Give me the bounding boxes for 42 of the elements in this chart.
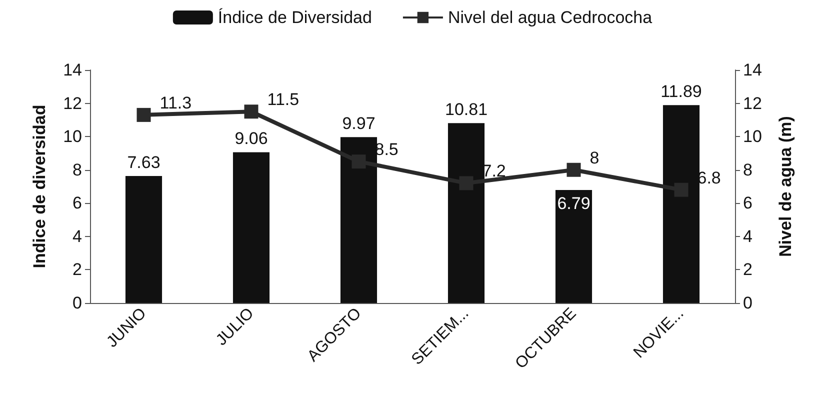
y-tick-label: 6: [72, 194, 82, 213]
point: [352, 154, 366, 169]
y2-tick-label: 12: [743, 94, 762, 113]
data-label: 10.81: [444, 100, 488, 120]
data-label: 11.5: [267, 90, 300, 110]
bar: [340, 137, 378, 303]
bar: [232, 152, 270, 303]
y2-tick-label: 0: [743, 294, 752, 312]
bar: [125, 176, 162, 303]
y2-axis-title: Nivel de agua (m): [776, 116, 795, 257]
point: [459, 176, 474, 190]
y-tick-label: 4: [72, 226, 82, 246]
y-tick-label: 8: [72, 160, 82, 180]
data-label: 9.06: [234, 129, 268, 148]
data-label: 8: [590, 148, 600, 168]
point: [136, 108, 151, 122]
y-tick-label: 0: [72, 294, 82, 312]
legend-label: Índice de Diversidad: [218, 8, 372, 27]
data-label: 11.89: [660, 82, 702, 102]
y-tick-label: 2: [72, 260, 82, 280]
data-label: 7.2: [482, 162, 506, 181]
y-axis-title: Indice de diversidad: [30, 104, 49, 268]
data-label: 7.63: [127, 153, 160, 172]
point: [674, 182, 688, 197]
y2-tick-label: 10: [743, 127, 762, 146]
legend-label: Nivel del agua Cedrococha: [448, 8, 653, 27]
y-tick-label: 10: [63, 127, 82, 146]
y2-tick-label: 14: [743, 60, 762, 80]
y2-tick-label: 8: [743, 160, 752, 180]
data-label: 6.79: [557, 194, 590, 213]
bar: [662, 105, 700, 303]
point: [244, 104, 258, 119]
y2-tick-label: 4: [743, 226, 752, 246]
bar: [448, 123, 485, 303]
y-tick-label: 12: [63, 94, 82, 113]
y2-tick-label: 6: [743, 194, 752, 213]
data-label: 9.97: [342, 114, 376, 134]
data-label: 11.3: [160, 93, 192, 112]
point: [566, 162, 581, 177]
y2-tick-label: 2: [743, 260, 752, 280]
y-tick-label: 14: [63, 60, 82, 80]
bar: [555, 190, 592, 303]
